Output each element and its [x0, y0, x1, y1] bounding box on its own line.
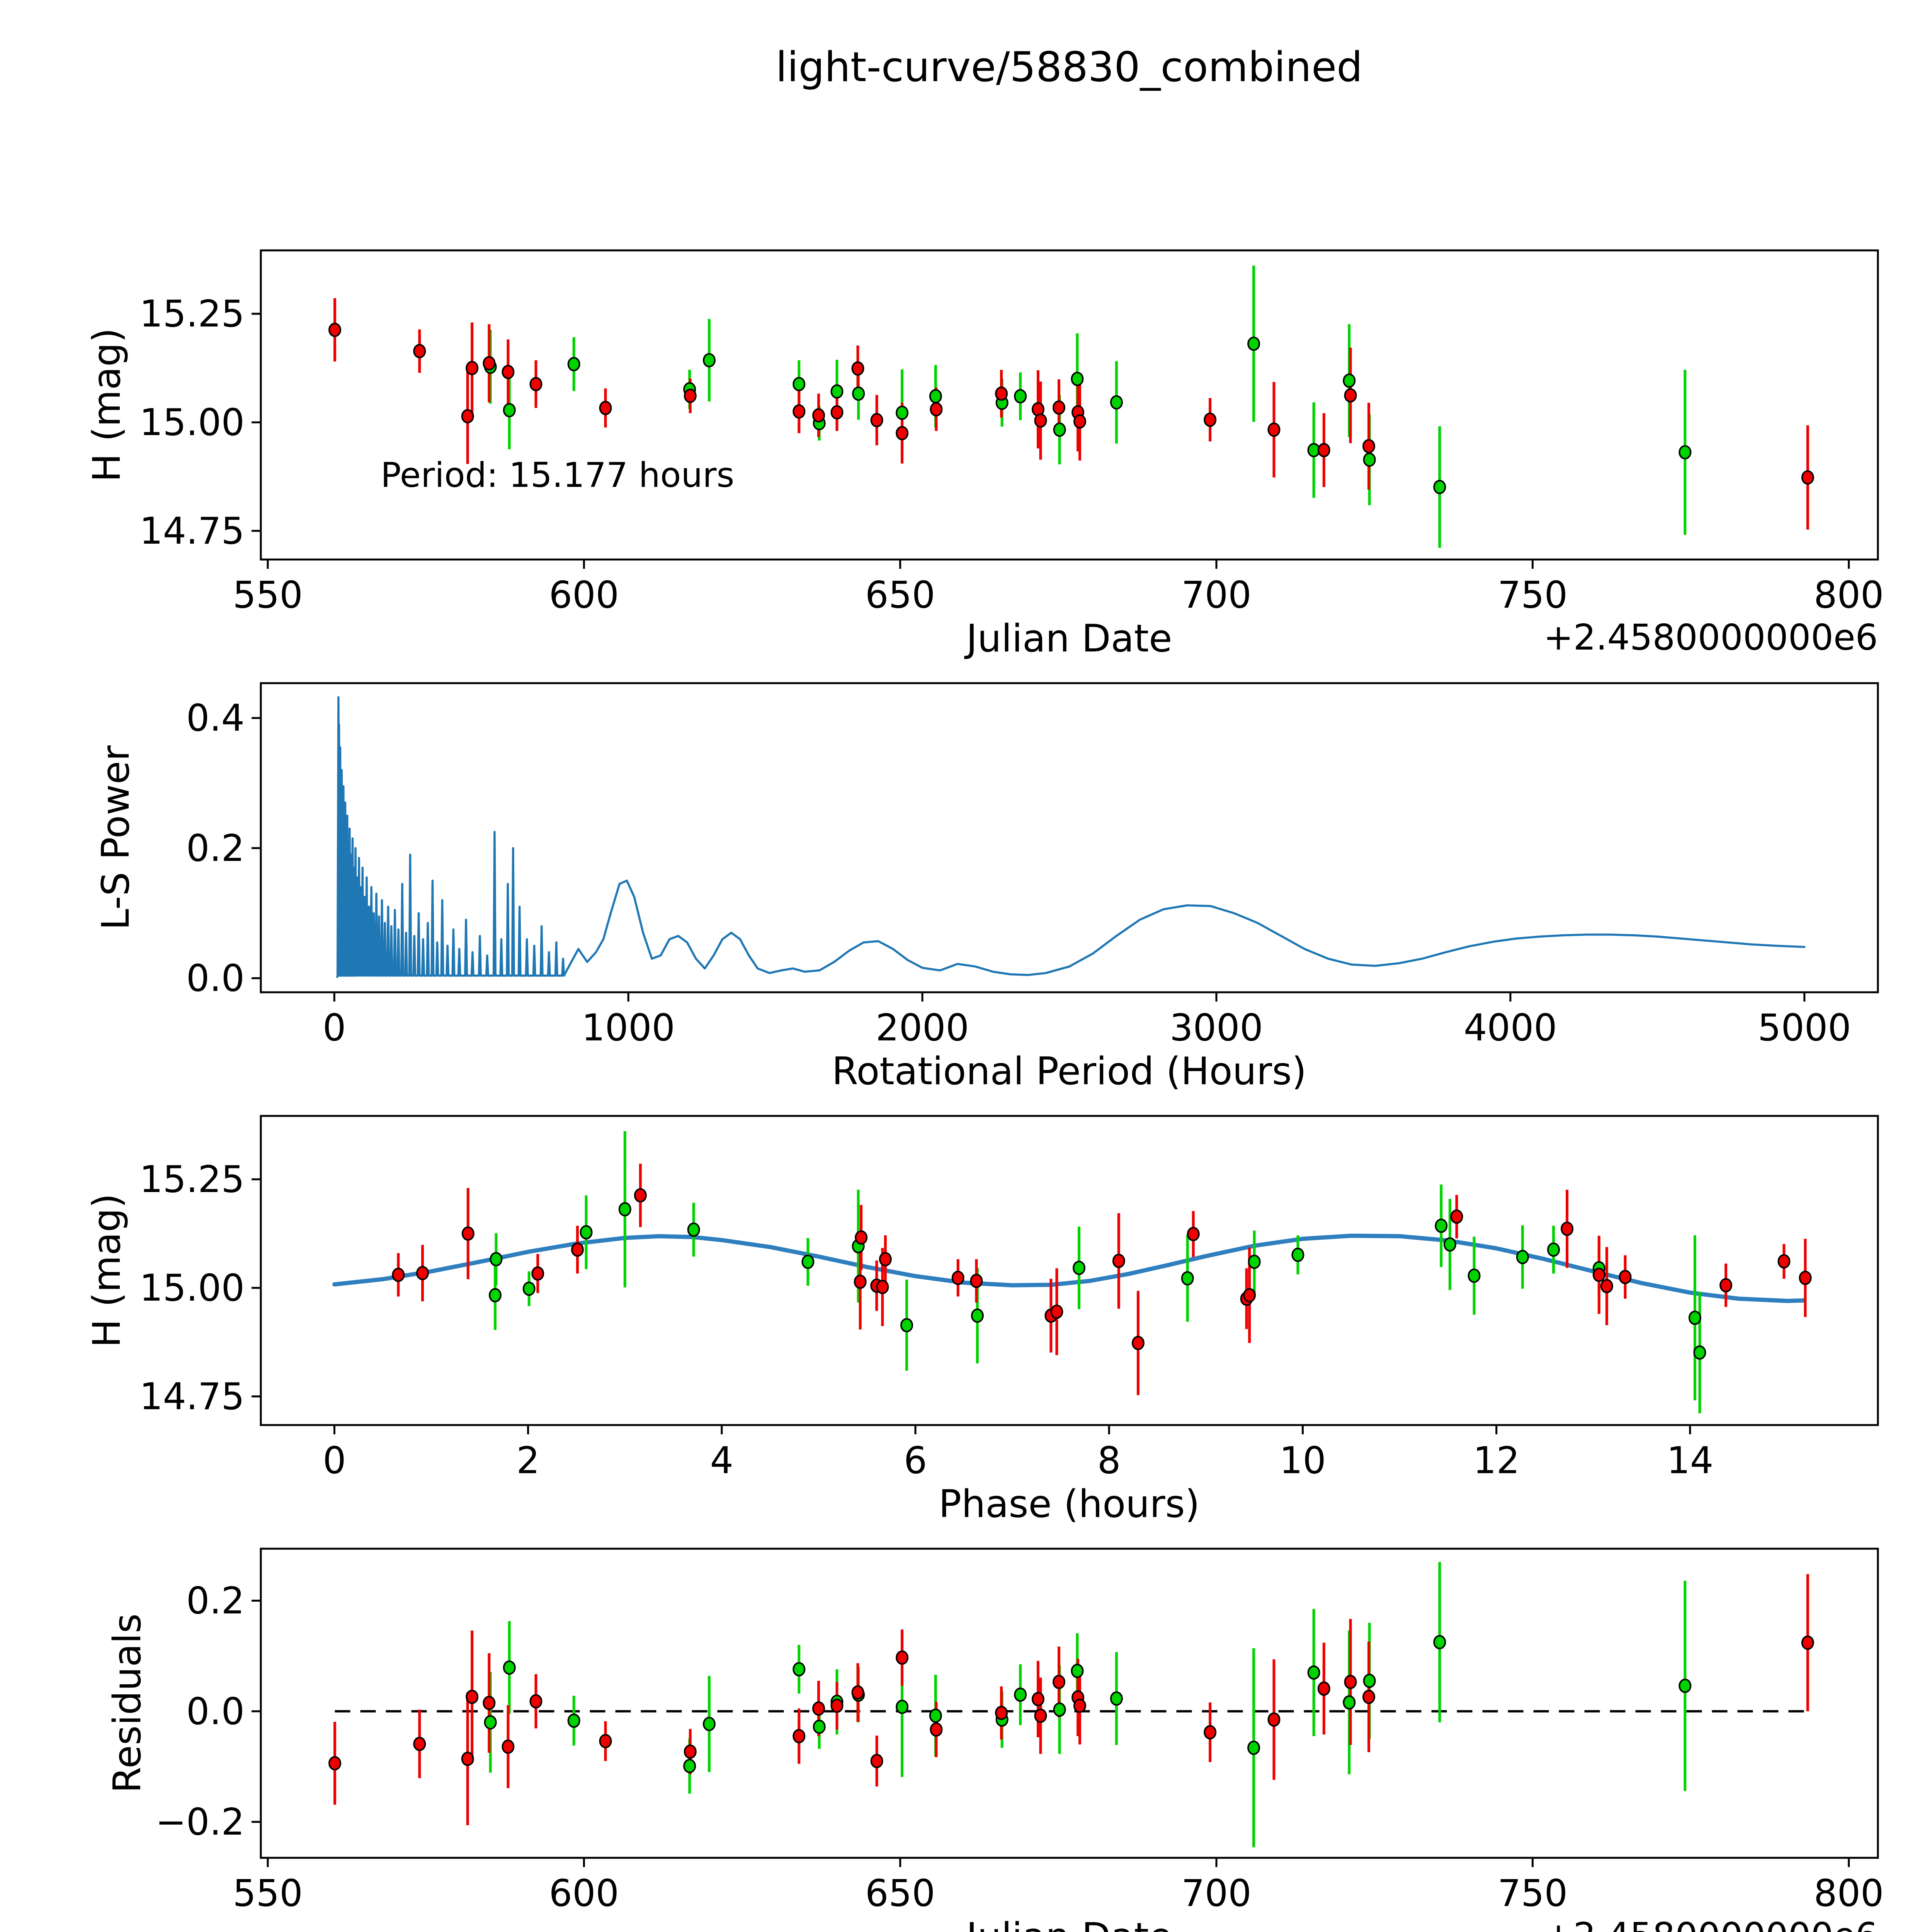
svg-text:750: 750	[1498, 1872, 1568, 1915]
svg-text:2000: 2000	[876, 1007, 969, 1049]
residuals-plot: 550 600 650 700 750 800 −0.2 0.0 0.2	[155, 1548, 1884, 1915]
svg-text:15.25: 15.25	[139, 293, 245, 335]
svg-text:15.00: 15.00	[139, 401, 245, 444]
svg-text:0.0: 0.0	[186, 1690, 245, 1733]
svg-text:0: 0	[323, 1440, 346, 1482]
svg-text:4000: 4000	[1464, 1007, 1557, 1049]
svg-text:0: 0	[323, 1007, 346, 1049]
y-axis-label-h-mag: H (mag)	[85, 328, 129, 482]
svg-text:4: 4	[710, 1440, 733, 1482]
svg-text:750: 750	[1498, 574, 1568, 617]
page-title: light-curve/58830_combined	[776, 43, 1363, 91]
svg-text:15.25: 15.25	[139, 1158, 245, 1201]
svg-text:15.00: 15.00	[139, 1267, 245, 1310]
svg-text:800: 800	[1814, 574, 1884, 617]
svg-text:550: 550	[233, 574, 303, 617]
x-axis-label-rotational-period: Rotational Period (Hours)	[832, 1049, 1307, 1094]
x-axis-offset-text: +2.4580000000e6	[1543, 617, 1878, 658]
svg-text:700: 700	[1181, 1872, 1251, 1915]
svg-text:0.2: 0.2	[186, 1580, 245, 1622]
phase-folded-plot: 0 2 4 6 8 10 12 14 14.75 15.00 15.25	[139, 1115, 1879, 1482]
period-annotation: Period: 15.177 hours	[381, 455, 735, 495]
svg-text:0.4: 0.4	[186, 697, 245, 740]
svg-text:2: 2	[516, 1440, 539, 1482]
svg-text:14.75: 14.75	[139, 510, 245, 553]
svg-text:14: 14	[1667, 1440, 1713, 1482]
svg-text:650: 650	[865, 1872, 935, 1915]
x-axis-offset-text-residuals: +2.4580000000e6	[1544, 1915, 1878, 1932]
svg-text:6: 6	[904, 1440, 927, 1482]
x-axis-label-julian-date: Julian Date	[966, 617, 1172, 661]
svg-text:−0.2: −0.2	[155, 1801, 245, 1844]
svg-text:1000: 1000	[582, 1007, 675, 1049]
y-axis-label-residuals: Residuals	[105, 1613, 150, 1793]
svg-text:550: 550	[233, 1872, 303, 1915]
periodogram-plot: 0 1000 2000 3000 4000 5000 0.0 0.2 0.4	[186, 682, 1879, 1049]
svg-text:8: 8	[1097, 1440, 1121, 1482]
svg-text:5000: 5000	[1758, 1007, 1851, 1049]
light-curve-plot: 550 600 650 700 750 800 14.75 15.00 15.25	[139, 249, 1884, 617]
svg-text:3000: 3000	[1170, 1007, 1263, 1049]
x-axis-label-phase: Phase (hours)	[939, 1482, 1200, 1526]
svg-text:700: 700	[1181, 574, 1251, 617]
svg-text:650: 650	[865, 574, 935, 617]
svg-text:800: 800	[1814, 1872, 1884, 1915]
svg-text:0.2: 0.2	[186, 827, 245, 870]
svg-text:14.75: 14.75	[139, 1376, 245, 1418]
y-axis-label-ls-power: L-S Power	[94, 745, 138, 930]
svg-text:0.0: 0.0	[186, 957, 245, 1000]
svg-text:600: 600	[549, 1872, 619, 1915]
x-axis-label-julian-date-residuals: Julian Date	[966, 1915, 1172, 1932]
svg-text:600: 600	[549, 574, 619, 617]
svg-text:10: 10	[1279, 1440, 1326, 1482]
svg-text:12: 12	[1473, 1440, 1520, 1482]
y-axis-label-h-mag-phase: H (mag)	[85, 1193, 129, 1348]
